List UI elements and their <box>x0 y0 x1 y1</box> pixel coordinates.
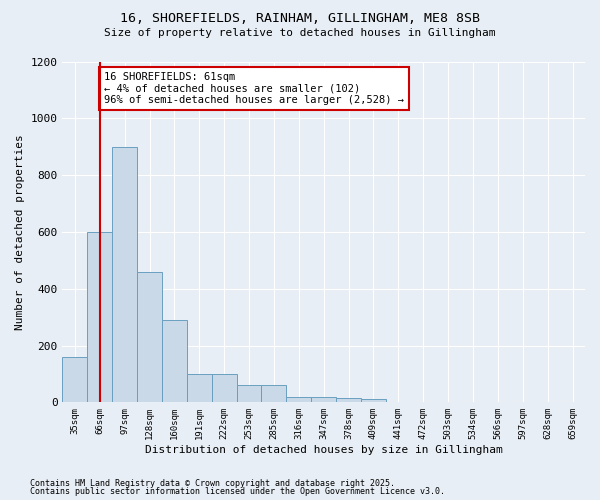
Bar <box>262 386 286 402</box>
Text: Contains HM Land Registry data © Crown copyright and database right 2025.: Contains HM Land Registry data © Crown c… <box>30 478 395 488</box>
Bar <box>336 398 361 402</box>
Bar <box>187 374 212 402</box>
Text: 16 SHOREFIELDS: 61sqm
← 4% of detached houses are smaller (102)
96% of semi-deta: 16 SHOREFIELDS: 61sqm ← 4% of detached h… <box>104 72 404 105</box>
Bar <box>88 232 112 402</box>
Bar <box>137 272 162 402</box>
Bar <box>286 396 311 402</box>
Bar <box>62 357 88 403</box>
Bar <box>212 374 236 402</box>
Text: Size of property relative to detached houses in Gillingham: Size of property relative to detached ho… <box>104 28 496 38</box>
Y-axis label: Number of detached properties: Number of detached properties <box>15 134 25 330</box>
X-axis label: Distribution of detached houses by size in Gillingham: Distribution of detached houses by size … <box>145 445 503 455</box>
Text: Contains public sector information licensed under the Open Government Licence v3: Contains public sector information licen… <box>30 487 445 496</box>
Bar <box>162 320 187 402</box>
Text: 16, SHOREFIELDS, RAINHAM, GILLINGHAM, ME8 8SB: 16, SHOREFIELDS, RAINHAM, GILLINGHAM, ME… <box>120 12 480 26</box>
Bar <box>311 396 336 402</box>
Bar <box>236 386 262 402</box>
Bar <box>361 400 386 402</box>
Bar <box>112 146 137 402</box>
